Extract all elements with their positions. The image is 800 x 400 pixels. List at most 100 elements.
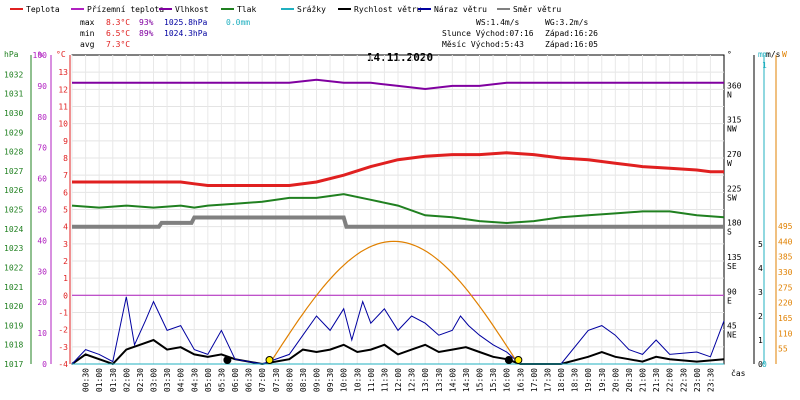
tick-temperature: 12 (58, 85, 68, 94)
info-ws: WS:1.4m/s (476, 18, 520, 27)
tick-humidity: 30 (37, 267, 47, 276)
tick-temperature: 9 (63, 137, 68, 146)
legend-label-4: Srážky (297, 5, 326, 14)
stat-avg-label: avg (80, 40, 95, 49)
unit-hpa: hPa (4, 50, 19, 59)
stats-block: max 8.3°C 93% 1025.8hPa 0.0mm min 6.5°C … (80, 18, 250, 49)
legend-label-1: Přízemní teplota (87, 5, 164, 14)
x-tick-label: 01:30 (109, 368, 118, 392)
tick-temperature: -2 (58, 326, 68, 335)
unit-deg: ° (727, 50, 732, 59)
x-tick-label: 16:30 (516, 368, 525, 392)
tick-humidity: 20 (37, 298, 47, 307)
x-tick-label: 02:30 (136, 368, 145, 392)
legend: Teplota Přízemní teplota Vlhkost Tlak Srážky… (10, 5, 561, 14)
tick-wind-dir-label: W (727, 159, 732, 168)
legend-label-6: Náraz větru (434, 5, 487, 14)
x-tick-label: 03:00 (150, 368, 159, 392)
x-tick-label: 05:30 (217, 368, 226, 392)
x-tick-label: 20:30 (625, 368, 634, 392)
tick-solar: 330 (778, 268, 793, 277)
tick-humidity: 40 (37, 236, 47, 245)
unit-degc: °C (56, 50, 66, 59)
tick-solar: 55 (778, 345, 788, 354)
tick-humidity: 70 (37, 144, 47, 153)
tick-wind-dir-label: S (727, 228, 732, 237)
tick-pressure: 1029 (4, 128, 23, 137)
unit-pct: % (38, 50, 43, 59)
info-moon-set: Západ:16:05 (545, 40, 598, 49)
tick-wind-speed: 1 (758, 336, 763, 345)
tick-wind-dir: 270 (727, 150, 742, 159)
x-tick-label: 09:00 (313, 368, 322, 392)
x-tick-label: 02:00 (122, 368, 131, 392)
tick-humidity: 50 (37, 206, 47, 215)
stat-min-label: min (80, 29, 95, 38)
unit-w: W (782, 50, 787, 59)
tick-temperature: -3 (58, 343, 68, 352)
x-tick-label: 21:30 (652, 368, 661, 392)
tick-humidity: 100 (33, 51, 48, 60)
series-line-6 (71, 296, 725, 365)
tick-solar: 495 (778, 222, 793, 231)
stat-min-press: 1024.3hPa (164, 29, 208, 38)
x-tick-label: 06:30 (245, 368, 254, 392)
tick-wind-dir-label: SE (727, 262, 737, 271)
x-tick-label: 04:00 (177, 368, 186, 392)
x-tick-label: 15:00 (476, 368, 485, 392)
tick-temperature: 13 (58, 68, 68, 77)
series (71, 78, 725, 366)
tick-wind-dir: 225 (727, 184, 742, 193)
tick-wind-speed: 2 (758, 312, 763, 321)
x-tick-label: 14:30 (462, 368, 471, 392)
tick-wind-dir: 135 (727, 253, 742, 262)
tick-pressure: 1021 (4, 283, 23, 292)
markers (223, 356, 523, 364)
tick-temperature: -1 (58, 309, 68, 318)
series-line-1 (72, 78, 724, 91)
tick-wind-dir-label: N (727, 90, 732, 99)
tick-wind-speed: 4 (758, 264, 763, 273)
stat-max-rain: 0.0mm (226, 18, 250, 27)
stat-max-temp: 8.3°C (106, 18, 130, 27)
tick-wind-dir: 90 (727, 287, 737, 296)
x-tick-label: 01:00 (95, 368, 104, 392)
legend-label-3: Tlak (237, 5, 256, 14)
tick-wind-dir-label: NE (727, 331, 737, 340)
legend-label-0: Teplota (26, 5, 60, 14)
tick-pressure: 1020 (4, 302, 23, 311)
tick-pressure: 1026 (4, 186, 23, 195)
tick-temperature: 6 (63, 188, 68, 197)
x-tick-label: 21:00 (639, 368, 648, 392)
stat-avg-temp: 7.3°C (106, 40, 130, 49)
x-tick-label: 18:30 (571, 368, 580, 392)
tick-humidity: 10 (37, 329, 47, 338)
info-sun-set: Západ:16:26 (545, 29, 598, 38)
x-tick-label: 12:00 (394, 368, 403, 392)
info-block: WS:1.4m/s WG:3.2m/s Slunce Východ:07:16 … (442, 18, 598, 49)
solar-curve (268, 240, 519, 365)
x-tick-label: 10:00 (340, 368, 349, 392)
x-tick-label: 11:00 (367, 368, 376, 392)
tick-wind-dir-label: E (727, 296, 732, 305)
tick-wind-speed: 5 (758, 240, 763, 249)
x-tick-label: 19:00 (584, 368, 593, 392)
x-tick-label: 18:00 (557, 368, 566, 392)
chart-title: 14.11.2020 (367, 51, 433, 64)
tick-temperature: 1 (63, 274, 68, 283)
tick-solar: 275 (778, 283, 793, 292)
tick-wind-dir-label: SW (727, 193, 737, 202)
tick-solar: 165 (778, 314, 793, 323)
tick-temperature: 7 (63, 171, 68, 180)
tick-humidity: 0 (42, 360, 47, 369)
x-tick-label: 07:30 (272, 368, 281, 392)
x-tick-label: 17:30 (543, 368, 552, 392)
tick-wind-dir: 315 (727, 116, 742, 125)
stat-min-temp: 6.5°C (106, 29, 130, 38)
tick-wind-speed: 0 (758, 360, 763, 369)
legend-label-7: Směr větru (513, 5, 561, 14)
legend-label-5: Rychlost větru (354, 5, 422, 14)
x-tick-label: 03:30 (163, 368, 172, 392)
